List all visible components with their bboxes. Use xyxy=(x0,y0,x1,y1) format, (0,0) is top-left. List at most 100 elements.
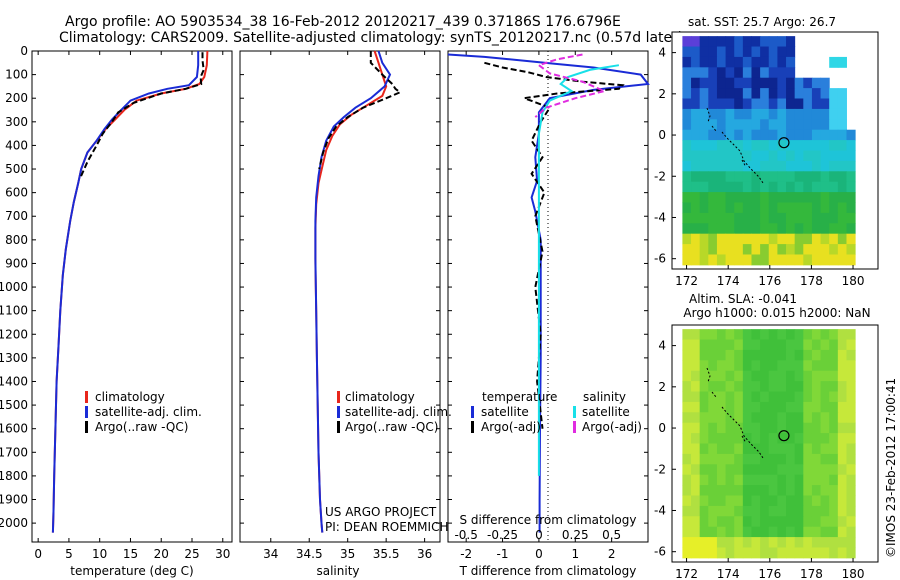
map-cell xyxy=(725,202,735,214)
map-cell xyxy=(768,36,778,48)
y-tick-label: 300 xyxy=(5,115,28,129)
map-cell xyxy=(846,537,856,548)
map-cell xyxy=(837,212,847,224)
map-cell xyxy=(829,140,839,151)
map-cell xyxy=(811,453,822,465)
series-line-satellite xyxy=(314,50,392,533)
legend-label-satellite-t: satellite xyxy=(481,405,529,419)
map-cell xyxy=(820,108,830,120)
map-cell xyxy=(742,160,752,172)
series-line-argo-t xyxy=(484,61,625,429)
legend-swatch-argo xyxy=(337,421,340,433)
map-cell xyxy=(777,474,787,486)
map-cell xyxy=(751,46,761,58)
map-cell xyxy=(708,77,718,89)
map-cell xyxy=(803,526,813,538)
map-cell xyxy=(742,537,752,548)
map-cell xyxy=(811,381,822,393)
map-cell xyxy=(768,160,778,172)
map-cell xyxy=(820,244,830,255)
map-cell xyxy=(794,244,804,255)
map-cell xyxy=(786,547,796,559)
map-cell xyxy=(742,119,752,131)
map-cell xyxy=(837,202,847,214)
map-cell xyxy=(708,370,718,382)
map-cell xyxy=(794,223,804,235)
map-cell xyxy=(777,329,787,341)
map-cell xyxy=(699,181,709,193)
map-x-tick-label: 174 xyxy=(717,274,740,288)
map-x-tick-label: 172 xyxy=(675,567,698,580)
map-cell xyxy=(699,244,709,255)
map-cell xyxy=(811,360,822,372)
map-cell xyxy=(786,171,796,183)
map-cell xyxy=(760,485,770,496)
sla-map-panel: Altim. SLA: -0.041 Argo h1000: 0.015 h20… xyxy=(654,292,879,580)
map-cell xyxy=(837,433,847,444)
map-cell xyxy=(742,349,752,361)
map-cell xyxy=(811,108,822,120)
map-cell xyxy=(803,202,813,214)
map-cell xyxy=(734,233,744,245)
title-line-2: Climatology: CARS2009. Satellite-adjuste… xyxy=(59,30,683,46)
map-cell xyxy=(811,233,822,245)
difference-lines xyxy=(447,50,650,533)
map-cell xyxy=(777,422,787,434)
difference-x-axis: -2 -1 0 1 2 xyxy=(460,51,615,561)
map-cell xyxy=(820,412,830,424)
map-cell xyxy=(716,381,727,393)
legend-label-satellite: satellite-adj. clim. xyxy=(95,405,202,419)
map-y-tick-label: 0 xyxy=(658,421,666,435)
map-cell xyxy=(742,77,752,89)
map-cell xyxy=(699,453,709,465)
map-cell xyxy=(794,150,804,162)
difference-panel: -2 -1 0 1 2 temperature salinity satellite A… xyxy=(447,50,650,578)
map-cell xyxy=(691,381,701,393)
map-cell xyxy=(708,349,718,361)
map-cell xyxy=(837,233,847,245)
map-cell xyxy=(716,98,727,110)
map-cell xyxy=(699,360,709,372)
map-cell xyxy=(691,108,701,120)
map-cell xyxy=(777,77,787,89)
map-cell xyxy=(794,129,804,141)
map-cell xyxy=(716,67,727,79)
map-cell xyxy=(794,360,804,372)
map-cell xyxy=(786,381,796,393)
map-cell xyxy=(699,233,709,245)
map-cell xyxy=(691,88,701,100)
legend-label-argo: Argo(..raw -QC) xyxy=(95,420,188,434)
map-cell xyxy=(768,349,778,361)
map-cell xyxy=(725,391,735,403)
map-cell xyxy=(751,160,761,172)
map-cell xyxy=(803,537,813,548)
pi-annotation: PI: DEAN ROEMMICH xyxy=(325,520,448,534)
map-cell xyxy=(716,443,727,455)
map-cell xyxy=(803,443,813,455)
map-cell xyxy=(734,401,744,413)
map-cell xyxy=(708,244,718,255)
map-cell xyxy=(811,443,822,455)
map-cell xyxy=(708,212,718,224)
map-cell xyxy=(777,160,787,172)
map-cell xyxy=(837,339,847,351)
map-cell xyxy=(786,505,796,517)
map-cell xyxy=(837,505,847,517)
map-cell xyxy=(734,526,744,538)
map-cell xyxy=(803,349,813,361)
map-cell xyxy=(786,464,796,476)
map-cell xyxy=(811,339,822,351)
map-cell xyxy=(691,391,701,403)
map-cell xyxy=(760,98,770,110)
map-cell xyxy=(725,526,735,538)
map-cell xyxy=(699,56,709,68)
map-cell xyxy=(794,370,804,382)
map-cell xyxy=(708,537,718,548)
map-cell xyxy=(716,412,727,424)
map-cell xyxy=(803,381,813,393)
map-cell xyxy=(811,474,822,486)
map-cell xyxy=(760,192,770,203)
map-cell xyxy=(811,244,822,255)
map-cell xyxy=(716,349,727,361)
map-cell xyxy=(691,160,701,172)
